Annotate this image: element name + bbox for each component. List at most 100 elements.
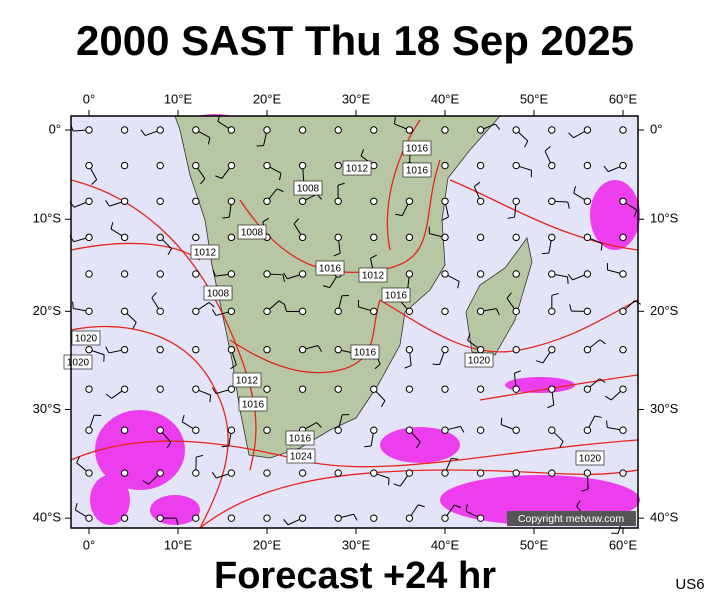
lon-label-bottom: 20°E (253, 537, 282, 552)
barb-station (513, 234, 519, 240)
barb-station (584, 198, 590, 204)
barb-station (584, 346, 590, 352)
barb-station (620, 198, 626, 204)
barb-station (620, 234, 626, 240)
barb-station (86, 427, 92, 433)
barb-station (371, 198, 377, 204)
barb-station (86, 127, 92, 133)
barb-station (193, 271, 199, 277)
lat-label-right: 0° (650, 121, 662, 136)
barb-station (264, 346, 270, 352)
lat-label-left: 40°S (33, 510, 62, 525)
barb-station (549, 346, 555, 352)
barb-station (157, 127, 163, 133)
isobar-label: 1020 (579, 454, 602, 465)
barb-station (549, 162, 555, 168)
barb-station (86, 234, 92, 240)
barb-station (264, 162, 270, 168)
barb-station (442, 234, 448, 240)
isobar-label: 1012 (236, 376, 259, 387)
barb-station (228, 427, 234, 433)
model-label: US6 (675, 576, 704, 593)
barb-station (549, 427, 555, 433)
barb-station (299, 271, 305, 277)
barb-station (157, 308, 163, 314)
barb-station (477, 470, 483, 476)
barb-station (442, 427, 448, 433)
barb-station (299, 470, 305, 476)
barb-station (442, 386, 448, 392)
barb-station (584, 127, 590, 133)
barb-flag (542, 253, 549, 254)
isobar-label: 1016 (242, 400, 265, 411)
barb-station (442, 127, 448, 133)
barb-station (335, 346, 341, 352)
barb-station (477, 308, 483, 314)
barb-station (157, 271, 163, 277)
isobar-label: 1008 (297, 184, 320, 195)
barb-station (371, 127, 377, 133)
barb-station (620, 308, 626, 314)
barb-station (620, 271, 626, 277)
barb-station (513, 198, 519, 204)
lat-label-left: 10°S (33, 211, 62, 226)
barb-station (264, 386, 270, 392)
isobar-label: 1016 (385, 291, 408, 302)
barb-station (477, 386, 483, 392)
barb-station (371, 162, 377, 168)
barb-station (228, 346, 234, 352)
barb-station (86, 308, 92, 314)
barb-station (477, 198, 483, 204)
barb-station (121, 271, 127, 277)
barb-station (335, 515, 341, 521)
barb-station (513, 127, 519, 133)
barb-station (406, 234, 412, 240)
barb-station (584, 162, 590, 168)
barb-station (549, 308, 555, 314)
barb-station (584, 234, 590, 240)
barb-station (86, 162, 92, 168)
barb-station (264, 470, 270, 476)
copyright: Copyright metvuw.com (518, 513, 624, 525)
barb-station (371, 308, 377, 314)
barb-station (86, 271, 92, 277)
barb-station (371, 427, 377, 433)
barb-station (442, 346, 448, 352)
barb-station (86, 198, 92, 204)
barb-station (335, 162, 341, 168)
barb-station (335, 198, 341, 204)
barb-station (620, 386, 626, 392)
barb-station (193, 386, 199, 392)
barb-station (513, 427, 519, 433)
barb-station (299, 127, 305, 133)
barb-station (121, 162, 127, 168)
barb-station (371, 470, 377, 476)
isobar-label: 1020 (468, 356, 491, 367)
barb-station (549, 198, 555, 204)
lat-label-left: 0° (49, 121, 61, 136)
barb-station (228, 271, 234, 277)
barb-station (335, 427, 341, 433)
barb-station (121, 234, 127, 240)
barb-station (86, 346, 92, 352)
barb-flag (433, 364, 440, 365)
barb-station (121, 386, 127, 392)
barb-station (193, 470, 199, 476)
lon-label-top: 30°E (342, 91, 371, 106)
isobar-label: 1012 (362, 271, 385, 282)
barb-station (477, 427, 483, 433)
lat-label-left: 20°S (33, 303, 62, 318)
barb-station (442, 515, 448, 521)
barb-flag (501, 418, 502, 425)
lat-label-left: 30°S (33, 401, 62, 416)
barb-station (442, 271, 448, 277)
barb-station (549, 470, 555, 476)
lon-label-top: 60°E (609, 91, 638, 106)
barb-station (299, 346, 305, 352)
lon-label-bottom: 40°E (431, 537, 460, 552)
barb-station (121, 427, 127, 433)
barb-station (406, 346, 412, 352)
barb-station (584, 308, 590, 314)
barb-station (264, 427, 270, 433)
barb-station (299, 234, 305, 240)
